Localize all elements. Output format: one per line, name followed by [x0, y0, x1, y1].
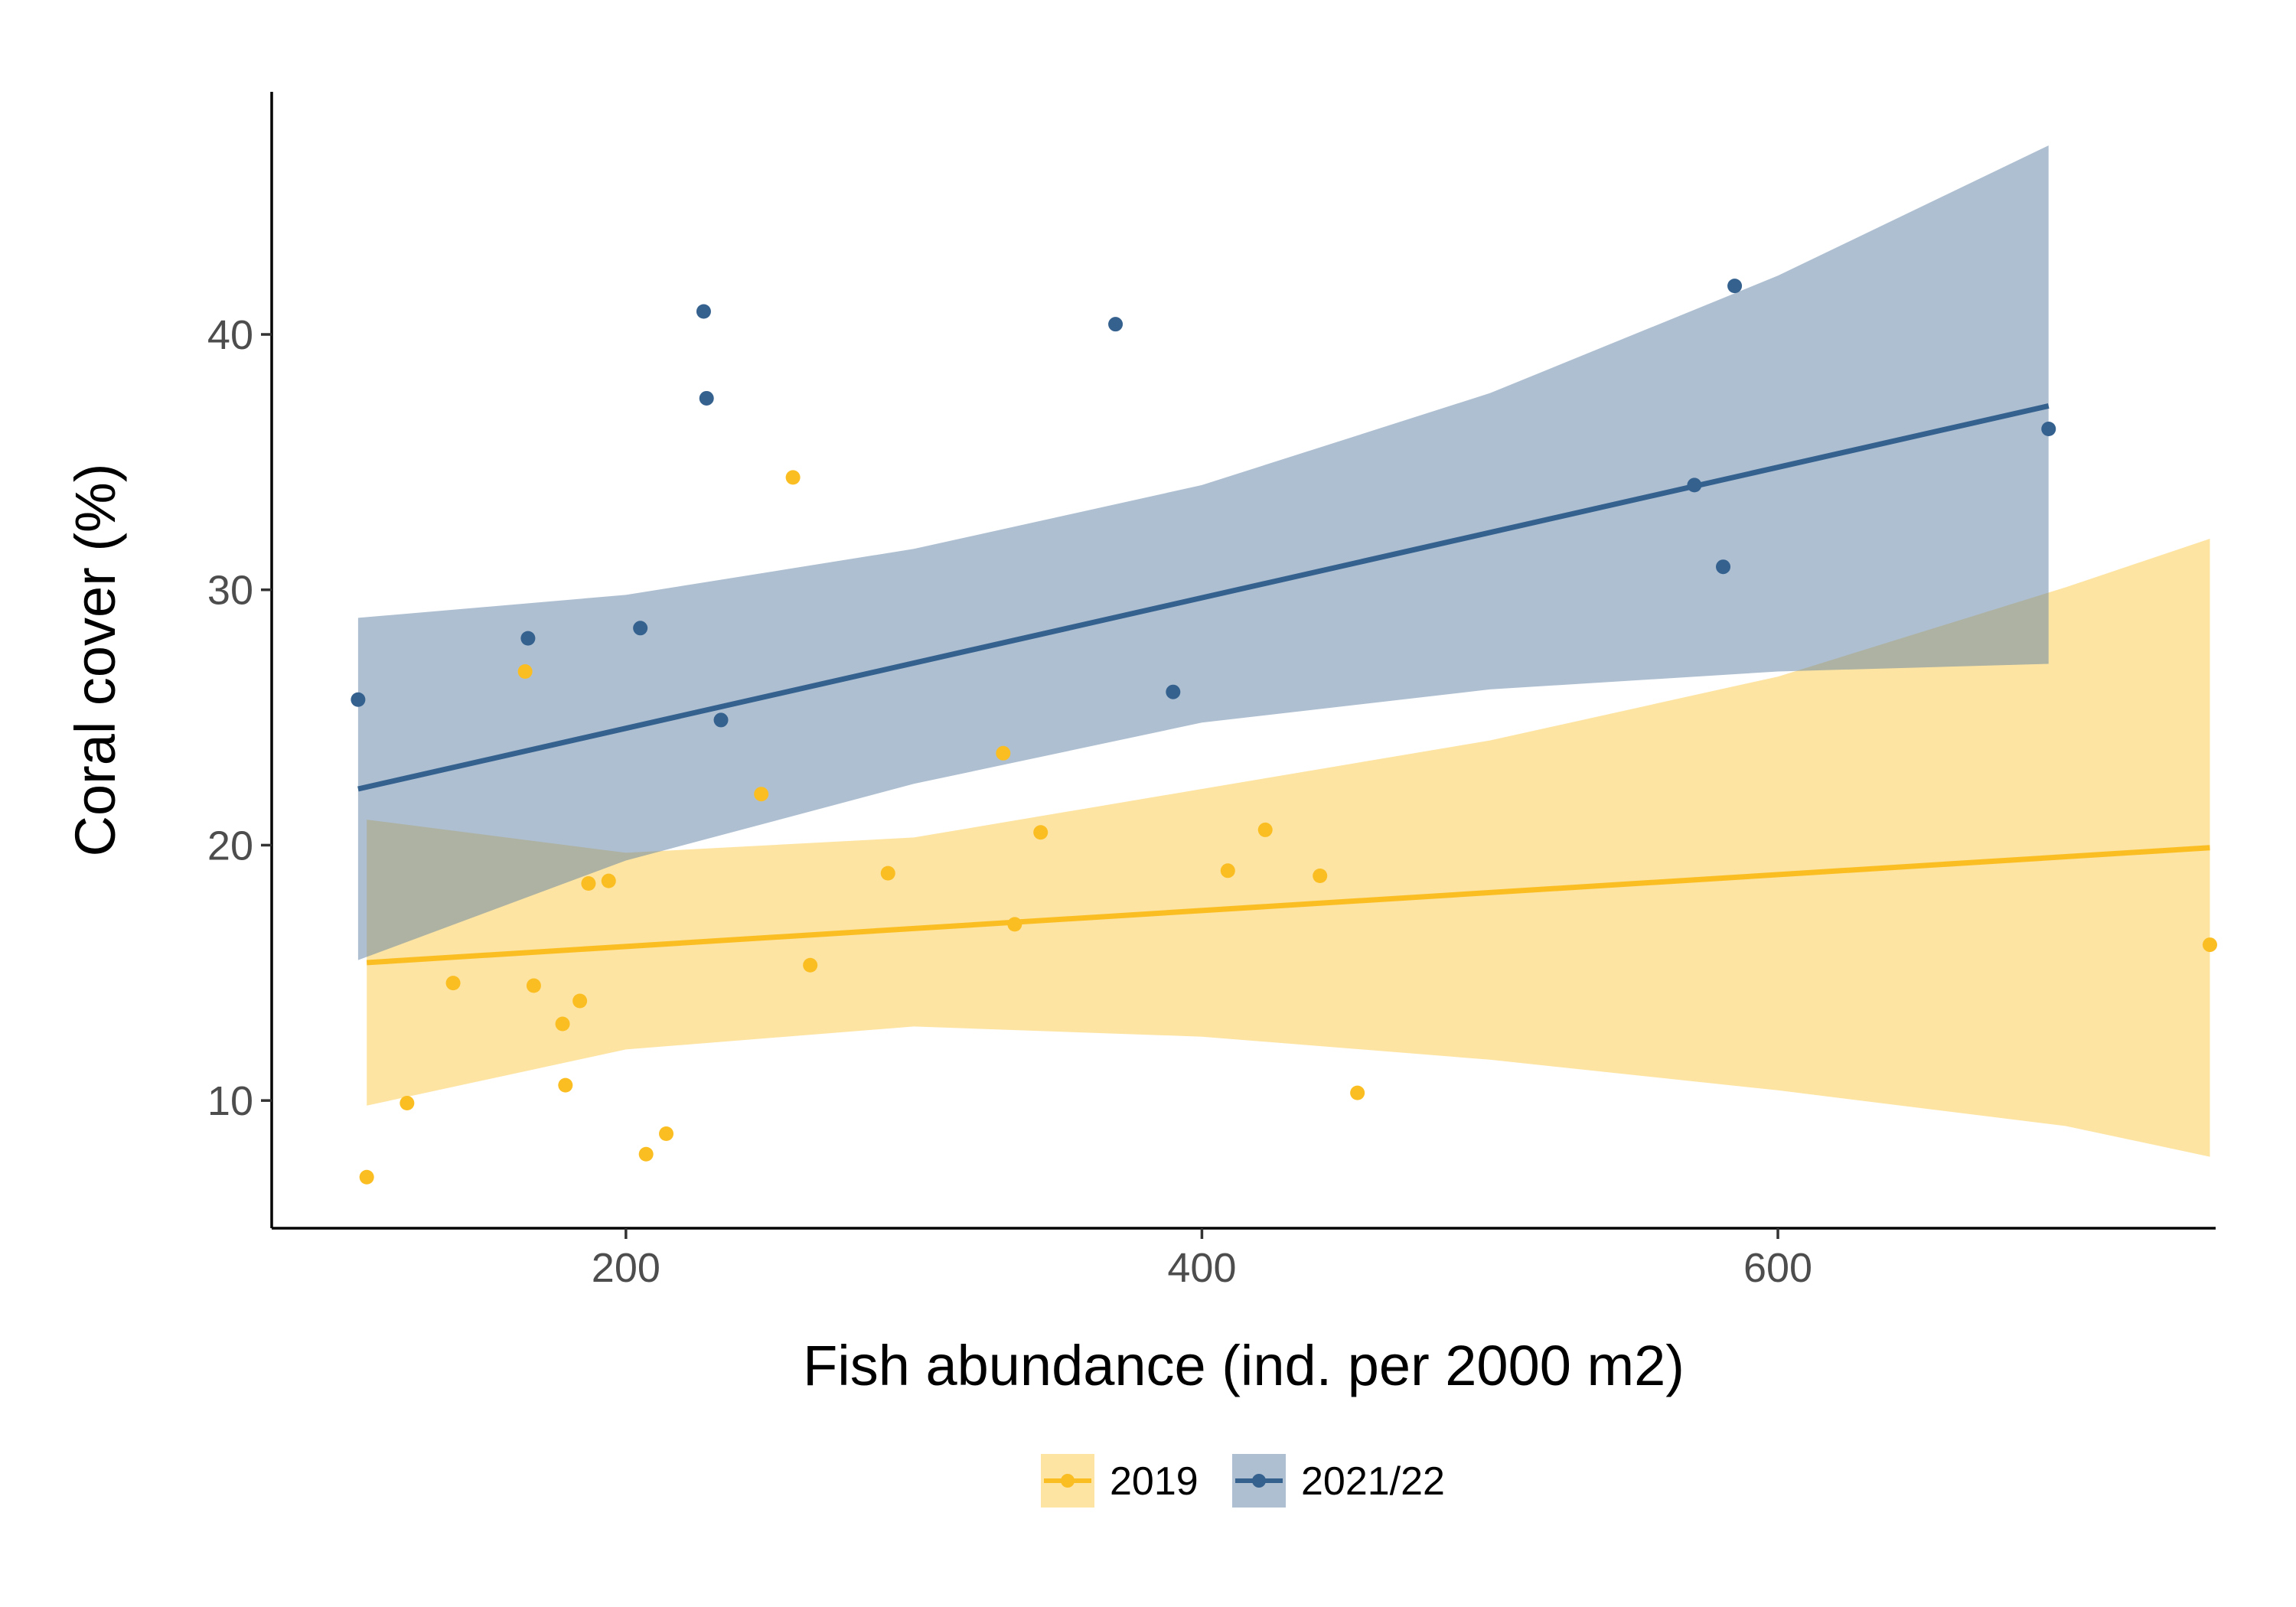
axes — [270, 92, 2216, 1230]
point-2021-22 — [2041, 421, 2056, 436]
point-2019 — [400, 1095, 415, 1110]
point-2019 — [1257, 822, 1273, 837]
legend-label: 2021/22 — [1301, 1459, 1445, 1504]
axis-ticks: 200 400 600 10 20 30 40 — [207, 312, 1812, 1291]
x-tick-label: 400 — [1167, 1245, 1236, 1291]
point-2019 — [558, 1077, 573, 1093]
trend-lines — [357, 403, 2210, 966]
legend-item-2021-22: 2021/22 — [1232, 1454, 1445, 1508]
point-2019 — [659, 1126, 674, 1142]
point-2021-22 — [520, 631, 536, 646]
confidence-band-2021-22 — [357, 145, 2049, 960]
y-tick-label: 40 — [207, 312, 253, 358]
x-tick-label: 200 — [592, 1245, 660, 1291]
point-2019 — [754, 787, 769, 802]
x-axis-title: Fish abundance (ind. per 2000 m2) — [803, 1334, 1684, 1397]
trend-line-2021-22 — [357, 403, 2050, 792]
y-axis-title: Coral cover (%) — [64, 464, 127, 857]
point-2019 — [996, 745, 1011, 761]
point-2021-22 — [1687, 478, 1702, 493]
point-2019 — [1033, 825, 1049, 840]
point-2021-22 — [696, 304, 711, 319]
point-2021-22 — [351, 692, 366, 707]
confidence-band-2019 — [367, 539, 2210, 1157]
point-2021-22 — [699, 390, 714, 406]
y-tick-label: 20 — [207, 823, 253, 869]
point-2021-22 — [713, 712, 729, 728]
point-2019 — [638, 1146, 654, 1162]
point-2019 — [880, 865, 895, 881]
point-2021-22 — [1166, 684, 1181, 699]
point-2021-22 — [1108, 317, 1124, 332]
point-2019 — [1220, 863, 1235, 878]
point-2019 — [1350, 1085, 1365, 1100]
point-2019 — [526, 978, 541, 993]
point-2019 — [572, 993, 588, 1009]
point-2019 — [445, 976, 461, 991]
legend-key-point — [1252, 1474, 1266, 1488]
point-2019 — [555, 1016, 570, 1032]
point-2019 — [803, 957, 818, 973]
point-2019 — [2202, 937, 2217, 953]
point-2019 — [1007, 917, 1022, 932]
point-2019 — [517, 664, 533, 680]
legend: 2019 2021/22 — [1041, 1454, 1445, 1508]
point-2019 — [785, 470, 801, 485]
confidence-bands — [357, 145, 2210, 1157]
legend-label: 2019 — [1110, 1459, 1199, 1504]
y-tick-label: 30 — [207, 568, 253, 614]
point-2019 — [581, 875, 596, 891]
point-2019 — [601, 873, 616, 888]
legend-key-point — [1061, 1474, 1075, 1488]
point-2019 — [1313, 868, 1328, 883]
point-2021-22 — [1727, 279, 1743, 294]
point-2021-22 — [633, 621, 648, 636]
point-2021-22 — [1716, 559, 1731, 575]
x-tick-label: 600 — [1743, 1245, 1812, 1291]
y-tick-label: 10 — [207, 1078, 253, 1124]
point-2019 — [359, 1169, 374, 1185]
trend-line-2019 — [366, 845, 2210, 966]
data-points — [351, 279, 2217, 1185]
legend-item-2019: 2019 — [1041, 1454, 1199, 1508]
